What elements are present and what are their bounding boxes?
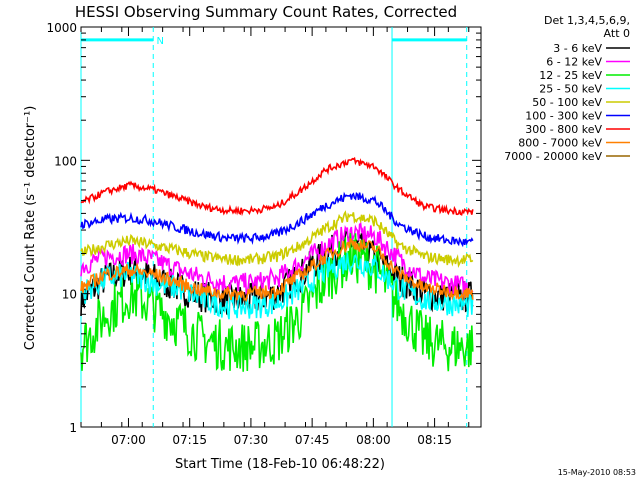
series-line [80,233,474,372]
legend-label: 800 - 7000 keV [518,137,602,150]
footer-timestamp: 15-May-2010 08:53 [558,468,636,477]
x-tick-label: 08:00 [356,433,391,447]
series-line [80,156,474,217]
x-tick-label: 07:45 [295,433,330,447]
series-group [80,156,474,372]
legend-label: 6 - 12 keV [546,56,602,69]
legend-label: 100 - 300 keV [525,110,602,123]
x-tick-label: 07:00 [111,433,146,447]
y-tick-label: 1 [69,421,77,435]
night-marker: N [157,36,164,47]
axes: 1 10 100 1000 07:00 07:15 07:30 07:45 08:00 08:15 [46,21,481,447]
x-axis-label: Start Time (18-Feb-10 06:48:22) [175,457,385,472]
series-line [80,191,474,248]
y-tick-label: 100 [54,154,77,168]
x-tick-label: 08:15 [417,433,452,447]
legend-label: 12 - 25 keV [539,69,602,82]
legend-label: 300 - 800 keV [525,123,602,136]
series-line [80,210,474,268]
series-line [80,237,474,303]
y-tick-label: 10 [62,288,77,302]
series-line [80,221,474,297]
chart-title: HESSI Observing Summary Count Rates, Cor… [75,3,457,21]
legend-label: 3 - 6 keV [553,42,602,55]
y-axis-label: Corrected Count Rate (s⁻¹ detector⁻¹) [23,106,38,351]
legend-label: 25 - 50 keV [539,83,602,96]
legend-header: Att 0 [604,27,630,40]
legend-header: Det 1,3,4,5,6,9, [544,14,630,27]
y-tick-label: 1000 [46,21,77,35]
legend-label: 50 - 100 keV [532,96,602,109]
x-tick-label: 07:30 [234,433,269,447]
legend-label: 7000 - 20000 keV [504,150,602,163]
x-tick-label: 07:15 [172,433,207,447]
